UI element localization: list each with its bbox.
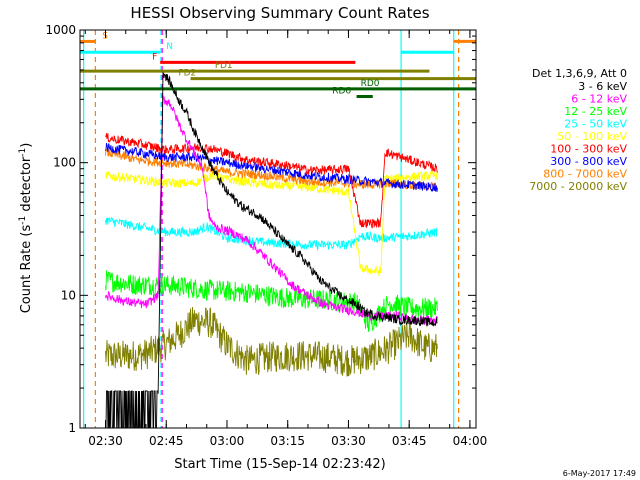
legend-item: 3 - 6 keV — [578, 80, 627, 93]
flag-label-rd6: RD6 — [332, 87, 351, 97]
flag-label-f: F — [152, 52, 157, 62]
series-line-3-6-kev-early — [105, 390, 158, 428]
y-tick-label: 1 — [68, 421, 76, 435]
chart-title: HESSI Observing Summary Count Rates — [130, 4, 429, 22]
legend-item: 800 - 7000 keV — [543, 168, 627, 181]
series-line-7000-20000-kev — [105, 306, 438, 377]
series-line-25-50-kev — [105, 216, 438, 251]
x-tick-label: 03:00 — [210, 434, 245, 448]
x-tick-label: 03:30 — [331, 434, 366, 448]
x-axis: 02:30 02:45 03:00 03:15 03:30 03:45 04:00 — [84, 30, 488, 448]
legend-item: 50 - 100 keV — [557, 130, 627, 143]
x-tick-label: 02:45 — [149, 434, 184, 448]
y-axis-label: Count Rate (s-1 detector-1) — [18, 143, 34, 314]
x-tick-label: 04:00 — [453, 434, 488, 448]
series-line-12-25-kev — [105, 270, 438, 332]
series-line-100-300-kev — [105, 133, 438, 229]
footer-date: 6-May-2017 17:49 — [563, 469, 636, 478]
series-line-300-800-kev — [105, 142, 438, 192]
flag-label-fd2: FD2 — [178, 69, 196, 79]
y-axis-label-sup2: -1 — [18, 148, 28, 157]
legend-item: 300 - 800 keV — [550, 155, 627, 168]
plot-frame — [79, 29, 477, 429]
legend-header: Det 1,3,6,9, Att 0 — [532, 67, 627, 80]
flag-label-fd1: FD1 — [215, 61, 233, 71]
x-axis-label: Start Time (15-Sep-14 02:23:42) — [174, 457, 385, 472]
y-tick-label: 10 — [61, 288, 76, 302]
y-axis-label-end: ) — [19, 143, 34, 148]
x-tick-label: 03:15 — [270, 434, 305, 448]
legend-item: 25 - 50 keV — [564, 118, 627, 131]
legend-item: 12 - 25 keV — [564, 105, 627, 118]
y-axis-label-sup1: -1 — [18, 216, 28, 225]
y-axis: 1 10 100 1000 — [45, 23, 476, 435]
legend-item: 6 - 12 keV — [571, 93, 627, 106]
series-line-3-6-kev — [157, 71, 438, 394]
flag-label-rd0: RD0 — [361, 79, 380, 89]
flag-label-n: N — [166, 42, 173, 52]
x-tick-label: 02:30 — [88, 434, 123, 448]
legend-item: 7000 - 20000 keV — [529, 180, 627, 193]
y-axis-label-mid: detector — [19, 156, 34, 216]
plot-area: SNFFD1FD2RD0RD6 — [80, 30, 476, 428]
legend-item: 100 - 300 keV — [550, 143, 627, 156]
y-tick-label: 1000 — [45, 23, 76, 37]
x-tick-label: 03:45 — [392, 434, 427, 448]
y-tick-label: 100 — [53, 156, 76, 170]
y-axis-label-main: Count Rate (s — [19, 225, 34, 314]
